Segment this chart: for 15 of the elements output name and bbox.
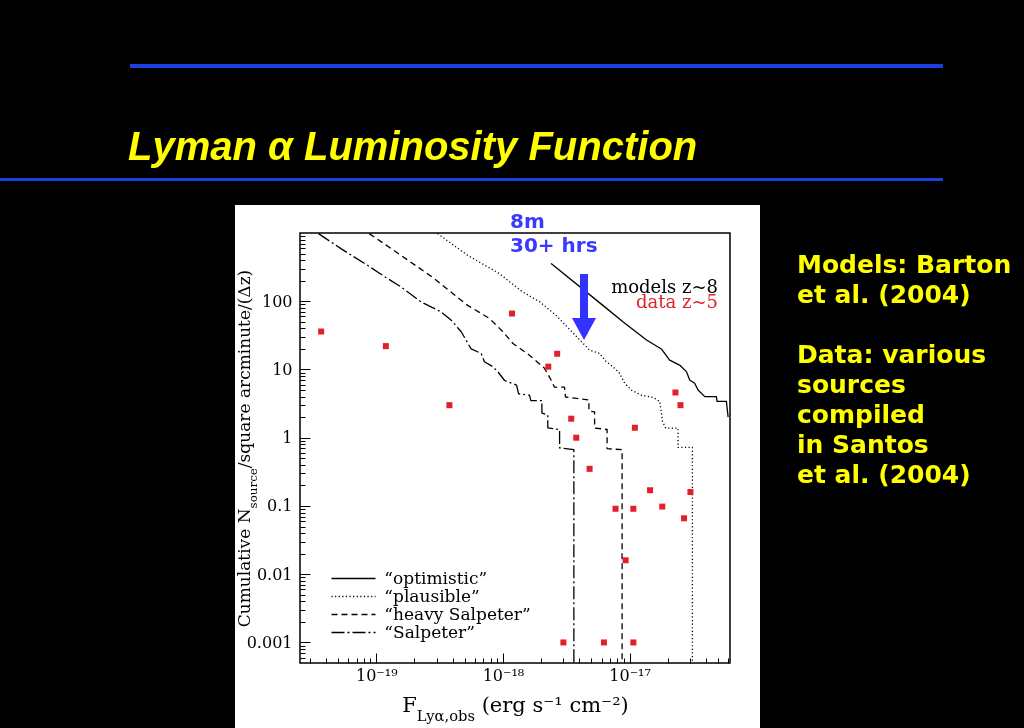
x-tick-label: 10⁻¹⁸ [482, 665, 525, 685]
text: Models: Barton et al. (2004) [797, 250, 1012, 310]
x-tick-label: 10⁻¹⁹ [355, 665, 399, 685]
text: Data: various sources compiled in Santos et al. (2004) [797, 340, 988, 490]
x-axis-title: F$_{Lyα,obs}$ (erg s⁻¹ cm⁻²) [402, 692, 629, 723]
x-tick-label: 10⁻¹⁷ [609, 665, 651, 685]
legend-label: “optimistic” [384, 567, 488, 588]
y-tick-label: 0.001 [246, 632, 293, 652]
y-tick-label: 100 [261, 291, 293, 311]
annotation: 8m 30+ hrs [510, 209, 598, 257]
y-tick-label: 0.1 [267, 496, 293, 516]
y-tick-label: 1 [282, 428, 293, 448]
y-tick-label: 0.01 [256, 564, 293, 584]
chart-title: Lyman α Luminosity Function [128, 123, 698, 170]
y-tick-label: 10 [272, 359, 293, 379]
